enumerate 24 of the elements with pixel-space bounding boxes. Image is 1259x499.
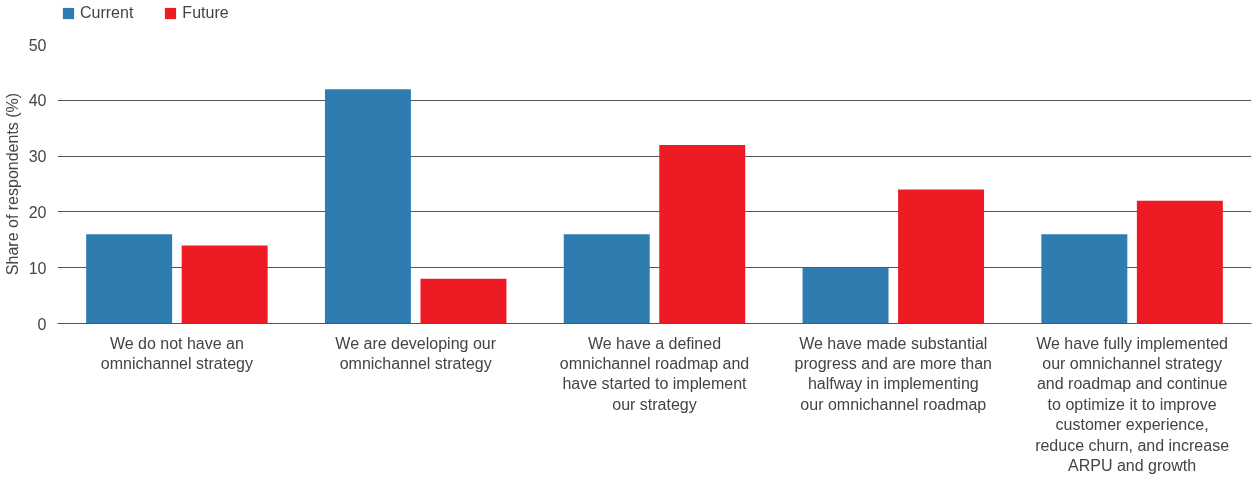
y-tick-label: 0 <box>37 315 47 333</box>
bar <box>86 234 173 324</box>
bar <box>420 278 507 324</box>
y-tick-label: 40 <box>28 92 47 110</box>
bar <box>181 245 268 324</box>
y-axis-title: Share of respondents (%) <box>3 92 21 276</box>
bar <box>898 189 985 324</box>
y-tick-label: 50 <box>28 36 47 54</box>
y-tick-label: 20 <box>28 203 47 221</box>
x-tick-label: We do not have an omnichannel strategy <box>100 334 253 372</box>
x-tick-label: We have made substantial progress and are more than halfway in implementing our omnichannel roadmap <box>794 334 993 413</box>
x-tick-label: We have a defined omnichannel roadmap and have started to implement our strategy <box>559 334 750 413</box>
bar <box>1041 234 1128 324</box>
bar <box>1136 200 1223 324</box>
y-tick-label: 10 <box>28 259 47 277</box>
y-tick-label: 30 <box>28 148 47 166</box>
bar <box>324 89 411 324</box>
legend-label: Future <box>182 4 229 22</box>
bar <box>802 267 889 324</box>
legend-label: Current <box>80 4 134 22</box>
bar <box>563 234 650 324</box>
x-tick-label: We are developing our omnichannel strategy <box>335 334 497 372</box>
bar <box>659 144 746 324</box>
x-tick-label: We have fully implemented our omnichannel strategy and roadmap and continue to optimize it to improve customer experience, reduce churn, and increase ARPU and growth <box>1035 334 1230 474</box>
